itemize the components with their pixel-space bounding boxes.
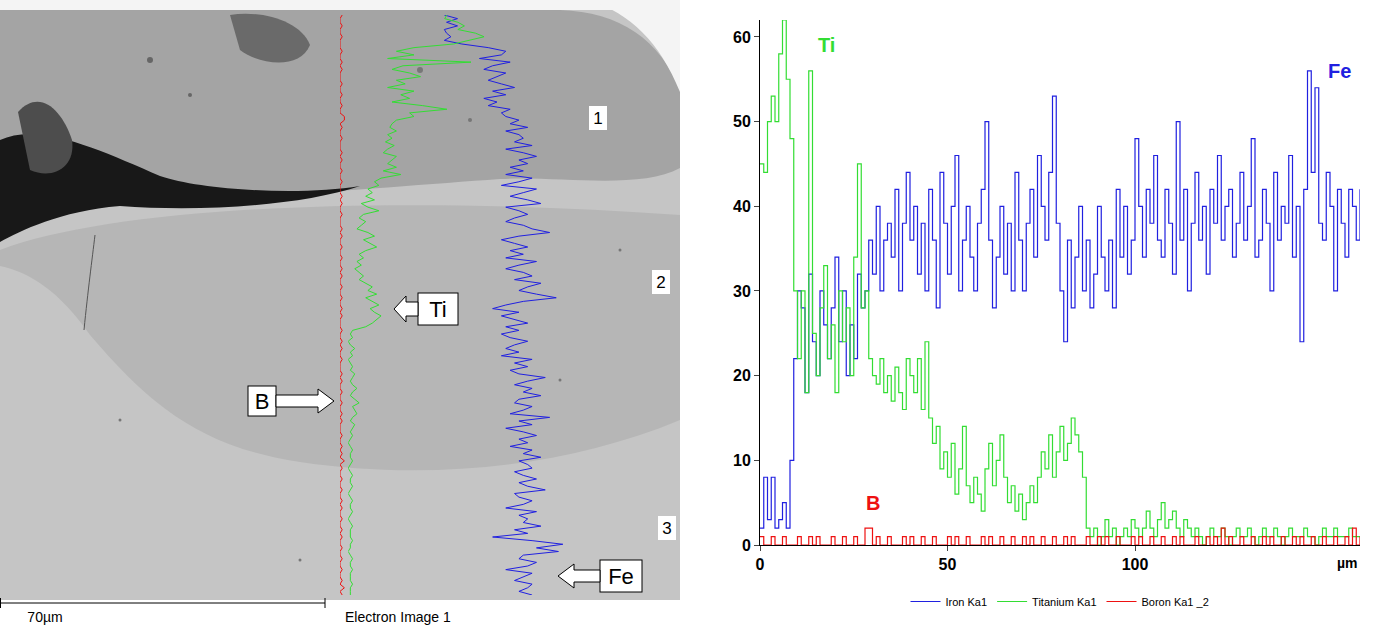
svg-text:µm: µm	[1337, 555, 1358, 571]
svg-text:50: 50	[733, 113, 751, 130]
svg-text:2: 2	[656, 273, 665, 292]
svg-text:Electron Image 1: Electron Image 1	[345, 609, 451, 625]
svg-text:1: 1	[593, 109, 602, 128]
svg-text:20: 20	[733, 367, 751, 384]
svg-text:B: B	[866, 492, 880, 514]
svg-text:Titanium Ka1: Titanium Ka1	[1032, 596, 1096, 608]
svg-text:70µm: 70µm	[27, 609, 62, 625]
svg-text:40: 40	[733, 198, 751, 215]
svg-text:50: 50	[939, 556, 957, 573]
svg-text:0: 0	[756, 556, 765, 573]
svg-text:Iron Ka1: Iron Ka1	[946, 596, 988, 608]
svg-text:B: B	[255, 389, 270, 414]
svg-text:100: 100	[1122, 556, 1149, 573]
svg-text:Ti: Ti	[429, 297, 447, 322]
svg-text:10: 10	[733, 452, 751, 469]
svg-text:30: 30	[733, 283, 751, 300]
svg-text:Ti: Ti	[818, 34, 835, 56]
svg-text:Fe: Fe	[608, 564, 634, 589]
svg-text:Boron Ka1 _2: Boron Ka1 _2	[1142, 596, 1209, 608]
svg-text:0: 0	[742, 537, 751, 554]
svg-text:60: 60	[733, 29, 751, 46]
svg-text:Fe: Fe	[1328, 60, 1351, 82]
svg-text:3: 3	[662, 519, 671, 538]
